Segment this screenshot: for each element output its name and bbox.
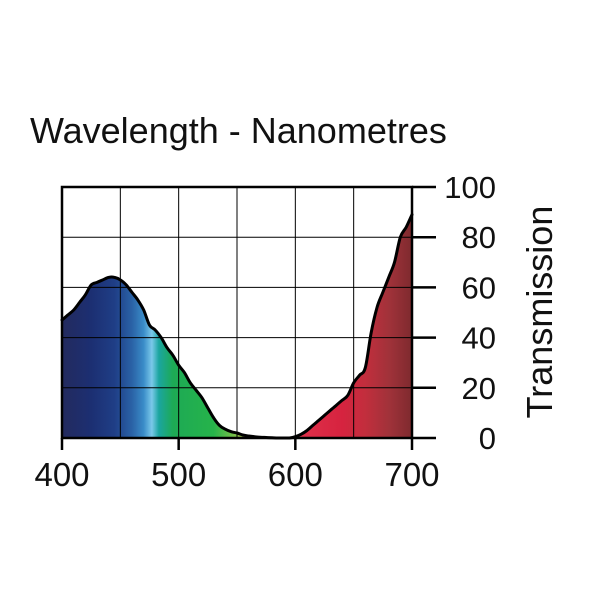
x-tick-label: 700 <box>384 456 439 493</box>
y-axis-ticks: 0 20 40 60 80 100 <box>412 170 496 456</box>
x-axis-ticks: 400 500 600 700 <box>34 438 440 493</box>
y-tick-label: 20 <box>462 371 496 406</box>
x-tick-label: 600 <box>268 456 323 493</box>
y-tick-label: 0 <box>479 421 496 456</box>
chart-title: Wavelength - Nanometres <box>30 110 447 151</box>
transmission-area <box>62 214 412 438</box>
y-tick-label: 80 <box>462 220 496 255</box>
y-axis-label: Transmission <box>519 206 560 419</box>
grid-layer <box>62 187 412 438</box>
plot-frame-layer <box>60 185 414 440</box>
y-tick-label: 60 <box>462 270 496 305</box>
plot-frame <box>60 185 414 440</box>
y-tick-label: 40 <box>462 321 496 356</box>
transmission-curve-layer <box>60 213 414 440</box>
transmission-area-layer <box>62 214 412 438</box>
transmission-curve <box>60 213 414 440</box>
y-tick-label: 100 <box>444 170 496 205</box>
x-tick-label: 400 <box>34 456 89 493</box>
x-tick-label: 500 <box>151 456 206 493</box>
